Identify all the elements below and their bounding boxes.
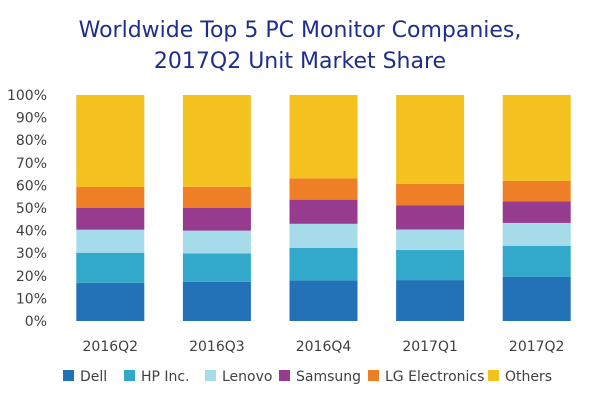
bar-segment-others xyxy=(182,95,251,187)
legend-swatch xyxy=(368,370,379,381)
bar-stack-2017q2 xyxy=(502,95,571,321)
bar-segment-hp-inc- xyxy=(76,252,145,283)
legend-swatch xyxy=(279,370,290,381)
bar-segment-hp-inc- xyxy=(289,247,358,281)
legend-label: Dell xyxy=(80,369,107,385)
legend-item-lg-electronics: LG Electronics xyxy=(368,369,484,385)
bar-stack-2017q1 xyxy=(396,95,465,321)
bars xyxy=(76,95,571,321)
y-tick-label: 0% xyxy=(25,314,47,330)
legend-item-samsung: Samsung xyxy=(279,369,361,385)
legend-label: Others xyxy=(505,369,552,385)
bar-segment-lg-electronics xyxy=(396,183,465,206)
bar-segment-others xyxy=(396,95,465,184)
bar-segment-dell xyxy=(396,280,465,321)
bar-stack-2016q4 xyxy=(289,95,358,321)
bar-segment-samsung xyxy=(289,199,358,224)
bar-segment-lg-electronics xyxy=(502,180,571,202)
bar-segment-lenovo xyxy=(76,229,145,253)
x-axis: 2016Q2 2016Q3 2016Q4 2017Q1 2017Q2 xyxy=(83,339,565,355)
y-tick-label: 70% xyxy=(16,156,47,172)
bar-stack-2016q3 xyxy=(182,95,251,321)
y-tick-label: 80% xyxy=(16,133,47,149)
bar-segment-lenovo xyxy=(182,230,251,254)
legend-label: Samsung xyxy=(296,369,361,385)
bar-segment-lenovo xyxy=(396,229,465,251)
bar-segment-dell xyxy=(502,276,571,321)
y-axis: 0% 10% 20% 30% 40% 50% 60% 70% 80% 90% 100% xyxy=(7,88,47,330)
y-tick-label: 40% xyxy=(16,224,47,240)
y-tick-label: 50% xyxy=(16,201,47,217)
bar-segment-lg-electronics xyxy=(76,186,145,208)
chart-title-line-2: 2017Q2 Unit Market Share xyxy=(154,49,446,74)
bar-segment-hp-inc- xyxy=(182,253,251,282)
legend-swatch xyxy=(205,370,216,381)
x-tick-label: 2016Q3 xyxy=(189,339,245,355)
bar-segment-lenovo xyxy=(289,223,358,248)
bar-segment-lenovo xyxy=(502,222,571,246)
legend-item-lenovo: Lenovo xyxy=(205,369,272,385)
bar-segment-others xyxy=(502,95,571,181)
legend-swatch xyxy=(124,370,135,381)
legend-swatch xyxy=(63,370,74,381)
x-tick-label: 2017Q2 xyxy=(509,339,565,355)
bar-segment-dell xyxy=(289,280,358,321)
bar-segment-samsung xyxy=(502,201,571,223)
y-tick-label: 30% xyxy=(16,246,47,262)
y-tick-label: 20% xyxy=(16,269,47,285)
bar-segment-hp-inc- xyxy=(396,250,465,281)
bar-segment-lg-electronics xyxy=(289,178,358,200)
bar-segment-others xyxy=(289,95,358,179)
legend-label: Lenovo xyxy=(222,369,272,385)
legend-label: HP Inc. xyxy=(141,369,190,385)
legend-item-hp-inc-: HP Inc. xyxy=(124,369,190,385)
x-tick-label: 2017Q1 xyxy=(402,339,458,355)
bar-stack-2016q2 xyxy=(76,95,145,321)
x-tick-label: 2016Q4 xyxy=(296,339,352,355)
legend-swatch xyxy=(488,370,499,381)
bar-segment-samsung xyxy=(76,208,145,230)
y-tick-label: 90% xyxy=(16,111,47,127)
legend-item-dell: Dell xyxy=(63,369,107,385)
bar-segment-others xyxy=(76,95,145,187)
y-tick-label: 100% xyxy=(7,88,47,104)
y-tick-label: 60% xyxy=(16,178,47,194)
chart-title-line-1: Worldwide Top 5 PC Monitor Companies, xyxy=(79,18,522,43)
x-tick-label: 2016Q2 xyxy=(83,339,139,355)
bar-segment-samsung xyxy=(396,205,465,230)
legend: Dell HP Inc. Lenovo Samsung LG Electronics Ot… xyxy=(63,369,552,385)
bar-segment-dell xyxy=(76,282,145,321)
legend-item-others: Others xyxy=(488,369,552,385)
bar-segment-dell xyxy=(182,281,251,321)
bar-segment-samsung xyxy=(182,208,251,231)
legend-label: LG Electronics xyxy=(385,369,484,385)
bar-segment-lg-electronics xyxy=(182,186,251,208)
bar-segment-hp-inc- xyxy=(502,245,571,277)
y-tick-label: 10% xyxy=(16,291,47,307)
